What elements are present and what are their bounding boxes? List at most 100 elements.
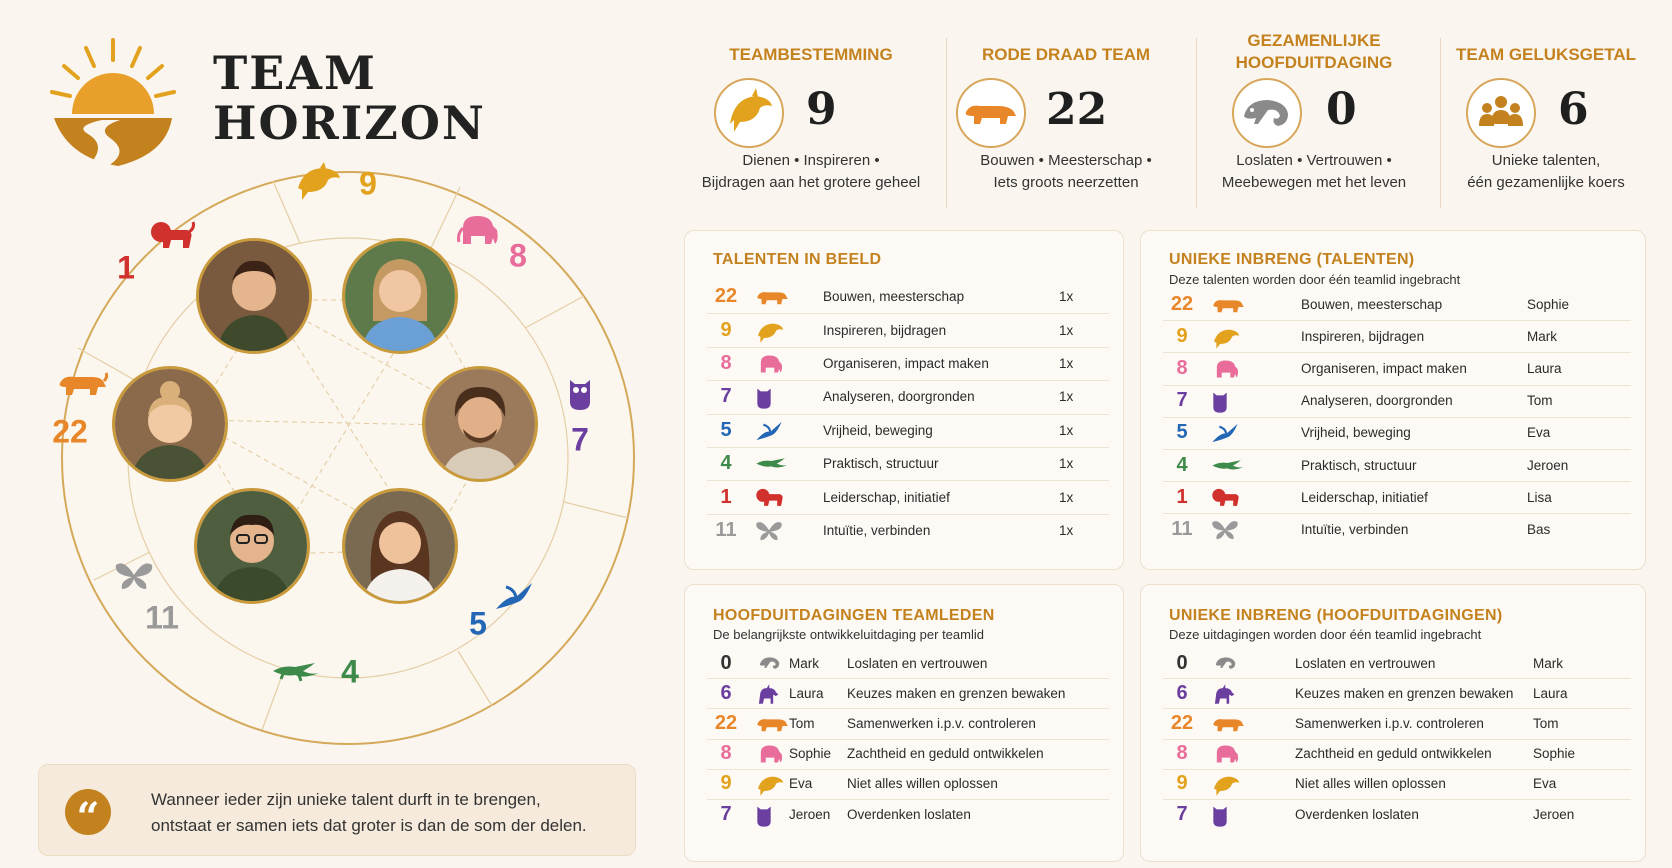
lion-icon — [755, 487, 789, 509]
row-number: 22 — [714, 285, 738, 308]
challenge-label: Samenwerken i.p.v. controleren — [1295, 715, 1484, 731]
row-number: 9 — [720, 772, 732, 795]
wheel-number-7: 7 — [571, 421, 589, 458]
talent-label: Praktisch, structuur — [1301, 457, 1417, 473]
row-number: 22 — [714, 711, 738, 734]
member-name: Lisa — [1527, 489, 1552, 505]
tiger-icon — [755, 713, 789, 735]
wheel-number-4: 4 — [341, 653, 359, 690]
talent-label: Bouwen, meesterschap — [1301, 296, 1443, 312]
chameleon-icon — [1211, 653, 1245, 675]
panel-unieke-inbreng-uitdagingen: UNIEKE INBRENG (HOOFDUITDAGINGEN) Deze u… — [1140, 584, 1646, 862]
panel-title: HOOFDUITDAGINGEN TEAMLEDEN — [713, 607, 995, 624]
team-stats: TEAMBESTEMMING 9 Dienen • Inspireren • Bi… — [684, 30, 1644, 212]
elephant-icon — [755, 743, 789, 765]
stat-description: Dienen • Inspireren • Bijdragen aan het g… — [701, 152, 921, 191]
row-number: 5 — [720, 418, 732, 441]
stat-value: 9 — [806, 84, 837, 135]
list-item: 4 Praktisch, structuur Jeroen — [1163, 450, 1631, 483]
list-item: 8 Organiseren, impact maken Laura — [1163, 353, 1631, 386]
tiger-icon — [1211, 713, 1245, 735]
owl-icon — [1211, 390, 1245, 413]
tiger-icon — [59, 372, 108, 395]
panel-subtitle: De belangrijkste ontwikkeluitdaging per … — [713, 627, 984, 642]
member-name: Laura — [1533, 685, 1568, 701]
list-item: 11 Intuïtie, verbinden 1x — [707, 515, 1109, 547]
wheel-number-1: 1 — [117, 249, 135, 286]
list-item: 7 Analyseren, doorgronden 1x — [707, 381, 1109, 415]
member-name: Jeroen — [1527, 457, 1569, 473]
butterfly-icon — [1211, 519, 1245, 541]
dolphin-icon — [1211, 326, 1245, 349]
list-item: 7 Jeroen Overdenken loslaten — [707, 800, 1109, 829]
quote-line-2: ontstaat er samen iets dat groter is dan… — [151, 816, 587, 835]
talent-label: Inspireren, bijdragen — [1301, 328, 1425, 344]
talent-label: Organiseren, impact maken — [1301, 360, 1467, 376]
stat-title: GEZAMENLIJKE HOOFDUITDAGING — [1235, 31, 1393, 72]
member-name: Tom — [789, 715, 815, 731]
list-item: 0 Loslaten en vertrouwen Mark — [1163, 649, 1631, 680]
swallow-icon — [1211, 422, 1245, 444]
sunrise-logo-icon — [50, 38, 176, 166]
member-name: Mark — [789, 655, 819, 671]
member-name: Eva — [1527, 425, 1551, 441]
panel-subtitle: Deze uitdagingen worden door één teamlid… — [1169, 627, 1482, 642]
chameleon-icon — [755, 653, 789, 675]
stat-value: 6 — [1558, 84, 1589, 135]
butterfly-icon — [755, 520, 789, 542]
member-name: Mark — [1533, 655, 1563, 671]
stat-divider — [946, 38, 947, 208]
challenge-label: Zachtheid en geduld ontwikkelen — [847, 746, 1044, 762]
list-item: 5 Vrijheid, beweging 1x — [707, 415, 1109, 448]
dolphin-icon — [1211, 773, 1245, 797]
list-item: 8 Organiseren, impact maken 1x — [707, 348, 1109, 382]
member-name: Laura — [1527, 360, 1562, 376]
row-number: 0 — [720, 651, 732, 674]
list-item: 7 Analyseren, doorgronden Tom — [1163, 386, 1631, 418]
talent-label: Intuïtie, verbinden — [823, 522, 931, 538]
row-number: 7 — [720, 802, 732, 825]
panel-title: UNIEKE INBRENG (HOOFDUITDAGINGEN) — [1169, 607, 1503, 624]
challenge-label: Zachtheid en geduld ontwikkelen — [1295, 746, 1492, 762]
elephant-icon — [755, 353, 789, 375]
wheel-number-5: 5 — [469, 605, 487, 642]
list-item: 11 Intuïtie, verbinden Bas — [1163, 514, 1631, 545]
brand-header: TEAM HORIZON — [48, 34, 508, 174]
avatar — [422, 366, 538, 482]
member-name: Eva — [789, 776, 813, 792]
talent-count: 1x — [1059, 522, 1074, 538]
stat-rode-draad: RODE DRAAD TEAM 22 Bouwen • Meesterschap… — [954, 30, 1178, 212]
list-item: 0 Mark Loslaten en vertrouwen — [707, 649, 1109, 680]
talent-count: 1x — [1059, 389, 1074, 405]
lizard-icon — [755, 453, 789, 475]
member-name: Sophie — [789, 746, 832, 762]
avatar — [342, 238, 458, 354]
row-number: 1 — [720, 485, 732, 508]
stat-value: 22 — [1046, 84, 1108, 135]
row-number: 7 — [1176, 389, 1188, 412]
dolphin-icon — [298, 162, 340, 200]
member-name: Sophie — [1527, 296, 1570, 312]
list-item: 1 Leiderschap, initiatief Lisa — [1163, 482, 1631, 515]
talent-count: 1x — [1059, 289, 1074, 305]
team-title-line2: HORIZON — [213, 96, 486, 150]
challenge-label: Overdenken loslaten — [847, 806, 971, 822]
challenge-label: Samenwerken i.p.v. controleren — [847, 715, 1036, 731]
list-item: 22 Tom Samenwerken i.p.v. controleren — [707, 709, 1109, 740]
challenge-label: Overdenken loslaten — [1295, 806, 1419, 822]
list-item: 9 Niet alles willen oplossen Eva — [1163, 770, 1631, 800]
list-item: 22 Samenwerken i.p.v. controleren Tom — [1163, 709, 1631, 740]
member-name: Tom — [1527, 393, 1553, 409]
challenge-label: Keuzes maken en grenzen bewaken — [847, 685, 1066, 701]
member-name: Sophie — [1533, 746, 1576, 762]
list-item: 8 Zachtheid en geduld ontwikkelen Sophie — [1163, 740, 1631, 770]
talent-list: 22 Bouwen, meesterschap Sophie 9 Inspireren,… — [1163, 289, 1631, 546]
row-number: 8 — [1176, 742, 1188, 765]
list-item: 6 Keuzes maken en grenzen bewaken Laura — [1163, 679, 1631, 710]
talent-count: 1x — [1059, 489, 1074, 505]
challenge-label: Loslaten en vertrouwen — [1295, 655, 1436, 671]
lizard-icon — [1211, 455, 1245, 477]
row-number: 6 — [720, 681, 732, 704]
talent-label: Intuïtie, verbinden — [1301, 521, 1409, 537]
unicorn-icon — [1211, 683, 1245, 705]
